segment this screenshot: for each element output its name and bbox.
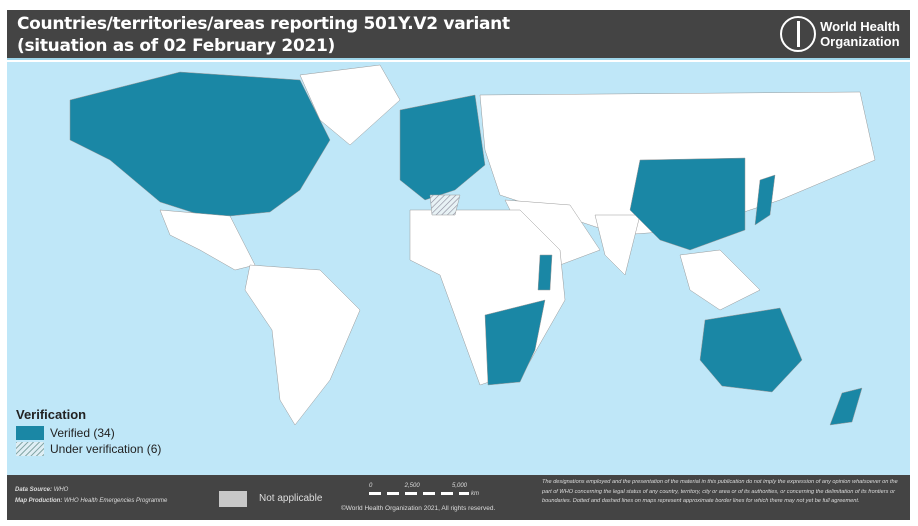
china-verified: [629, 157, 746, 251]
legend-title: Verification: [16, 407, 87, 422]
greenland: [299, 64, 401, 146]
not-applicable-label: Not applicable: [259, 493, 323, 504]
not-applicable-swatch: [219, 491, 247, 507]
map-production-label: Map Production:: [15, 498, 63, 504]
new-zealand-verified: [829, 387, 863, 426]
copyright: ©World Health Organization 2021, All rig…: [341, 505, 496, 512]
map-subtitle: (situation as of 02 February 2021): [17, 36, 335, 56]
east-africa-verified: [537, 254, 553, 291]
map-title: Countries/territories/areas reporting 50…: [17, 14, 510, 34]
scale-bar-graphic: [369, 492, 469, 495]
verified-swatch: [16, 426, 44, 440]
disclaimer: The designations employed and the presen…: [542, 479, 898, 504]
japan-verified: [754, 174, 776, 226]
source-info: Data Source: WHO Map Production: WHO Hea…: [15, 485, 167, 507]
who-logo: World Health Organization: [780, 16, 900, 52]
scale-tick: 2,500: [404, 483, 420, 489]
mexico-central-america: [159, 209, 256, 271]
under-verification-swatch: [16, 442, 44, 456]
legend-item-verified: Verified (34): [16, 425, 161, 441]
header-bar: Countries/territories/areas reporting 50…: [7, 10, 910, 60]
africa-under-verification: [429, 194, 461, 216]
org-name-line1: World Health: [820, 19, 900, 34]
legend-label: Verified (34): [50, 426, 115, 440]
southeast-asia: [679, 249, 761, 311]
south-america: [244, 264, 361, 426]
legend-label: Under verification (6): [50, 442, 162, 456]
scale-unit: km: [471, 491, 479, 497]
scale-tick: 0: [369, 483, 373, 489]
world-map: Verification Verified (34) Under verific…: [7, 62, 910, 475]
australia-verified: [699, 307, 803, 393]
map-production: WHO Health Emergencies Programme: [64, 498, 168, 504]
europe-verified: [399, 94, 486, 201]
legend: Verification Verified (34) Under verific…: [16, 407, 161, 457]
canada-usa-verified: [69, 71, 331, 219]
who-emblem-icon: [780, 16, 817, 52]
data-source-label: Data Source:: [15, 487, 53, 493]
scale-bar: 0 2,500 5,000 km: [347, 483, 479, 497]
footer-bar: Data Source: WHO Map Production: WHO Hea…: [7, 475, 910, 520]
org-name-line2: Organization: [820, 34, 900, 49]
scale-tick: 5,000: [451, 483, 467, 489]
legend-item-under-verification: Under verification (6): [16, 441, 161, 457]
southern-africa-verified: [484, 299, 546, 386]
data-source: WHO: [53, 487, 69, 493]
india: [594, 214, 641, 276]
